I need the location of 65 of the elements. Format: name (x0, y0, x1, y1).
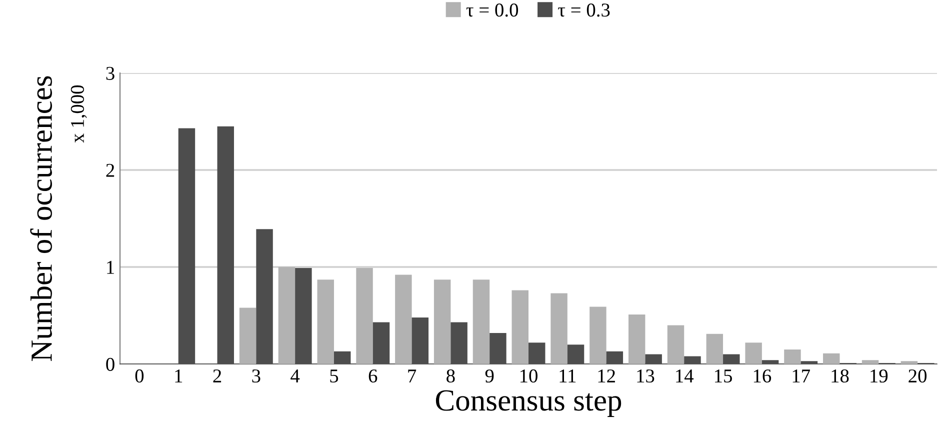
bar (645, 354, 662, 364)
bar (590, 306, 606, 364)
x-tick-label: 18 (832, 369, 849, 383)
bar (512, 290, 528, 364)
x-tick-label: 14 (676, 370, 694, 382)
x-tick-label: 19 (870, 369, 888, 383)
bar (412, 317, 429, 364)
x-tick-label: 5 (330, 370, 338, 383)
bar (684, 356, 701, 364)
bar (862, 360, 879, 364)
y-tick-label: 0 (106, 358, 114, 371)
bar (395, 274, 412, 364)
bar (706, 334, 724, 364)
y-axis-title: Number of occurrences (30, 76, 52, 361)
bar (762, 360, 779, 364)
bar (434, 280, 451, 364)
x-tick-label: 1 (175, 370, 182, 382)
x-tick-label: 13 (637, 369, 654, 383)
x-tick-label: 6 (368, 369, 378, 383)
bar (823, 353, 840, 364)
bar (372, 322, 390, 364)
bar (334, 351, 351, 364)
bar (567, 344, 584, 364)
bar (278, 267, 296, 364)
legend-label: τ = 0.0 (466, 4, 518, 17)
x-tick-label: 10 (520, 369, 538, 383)
bar (356, 268, 373, 364)
y-tick-label: 1 (107, 260, 114, 274)
bar (667, 325, 684, 364)
bar (528, 342, 546, 364)
bar (628, 314, 646, 364)
bar (723, 354, 740, 364)
x-tick-label: 2 (213, 369, 222, 382)
bar (800, 361, 818, 364)
bar (784, 349, 801, 364)
bar (606, 351, 624, 364)
x-tick-label: 7 (408, 370, 416, 382)
x-axis-title: Consensus step (436, 390, 622, 417)
bar (450, 322, 468, 364)
x-tick-label: 15 (715, 370, 732, 383)
x-tick-label: 8 (446, 369, 455, 383)
x-tick-label: 20 (908, 369, 927, 383)
x-tick-label: 11 (560, 370, 576, 382)
x-tick-label: 4 (290, 370, 300, 382)
bar (217, 126, 234, 364)
bar (256, 229, 273, 364)
bar (239, 308, 256, 364)
y-tick-label: 3 (106, 66, 114, 80)
bar (295, 268, 312, 364)
bar (900, 361, 918, 364)
bar (178, 128, 196, 364)
x-tick-label: 12 (598, 369, 615, 382)
x-tick-label: 0 (135, 369, 144, 383)
legend-label: τ = 0.3 (558, 4, 610, 17)
bar (490, 332, 506, 364)
x-tick-label: 17 (792, 370, 810, 382)
bar (472, 280, 490, 364)
x-tick-label: 16 (754, 369, 772, 383)
y-tick-label: 2 (106, 164, 114, 177)
bar (745, 342, 762, 364)
bar (550, 293, 568, 364)
text: x 1,000 (70, 85, 87, 143)
bar (317, 280, 334, 364)
x-tick-label: 9 (485, 369, 494, 383)
x-tick-label: 3 (252, 369, 260, 383)
